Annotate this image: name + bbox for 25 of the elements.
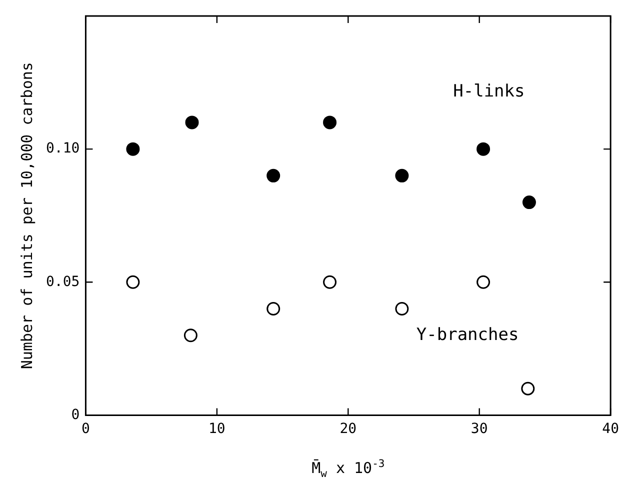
y-tick-label: 0 [71,406,80,423]
point [522,196,536,210]
text: H-links [453,81,525,102]
point [476,142,490,156]
x-tick-label: 40 [602,421,619,438]
point [323,275,337,289]
y-tick-label: 0.05 [46,274,80,290]
point [323,116,337,130]
point [266,168,280,182]
x-tick-label: 20 [340,421,357,438]
point [266,302,280,316]
point [476,275,490,289]
x-tick-label: 0 [81,421,90,438]
point [395,168,409,182]
x-tick-label: 10 [208,421,226,438]
series-label: Y-branches [416,324,519,345]
point [185,116,199,130]
point [395,302,409,316]
point [184,328,198,342]
y-axis-title: Number of units per 10,000 carbons [18,62,36,370]
point [126,275,140,289]
y-tick-label: 0.10 [46,140,80,157]
point [521,382,535,396]
x-tick-label: 30 [470,421,488,438]
point [126,142,140,156]
